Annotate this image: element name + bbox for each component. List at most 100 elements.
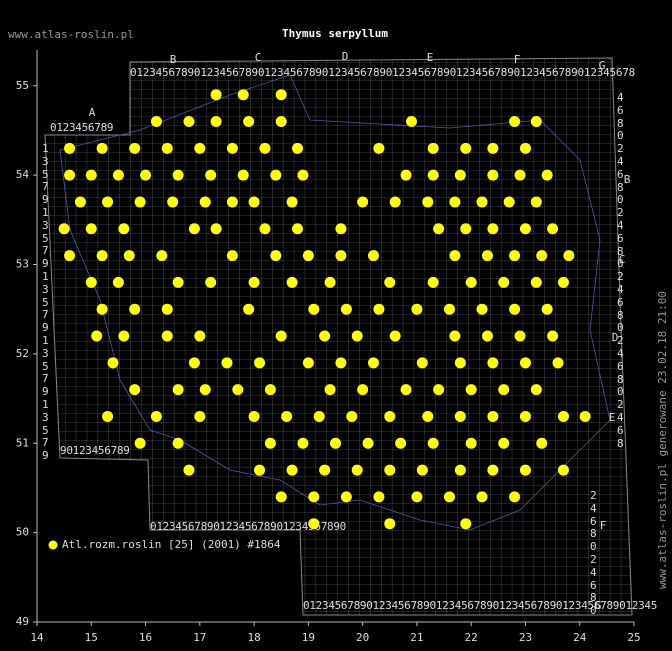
- x-tick-label: 18: [247, 631, 260, 644]
- occurrence-dot: [194, 142, 206, 154]
- occurrence-dot: [319, 330, 331, 342]
- occurrence-dot: [237, 89, 249, 101]
- occurrence-dot: [129, 384, 141, 396]
- occurrence-dot: [150, 410, 162, 422]
- occurrence-dot: [259, 223, 271, 235]
- occurrence-dot: [129, 142, 141, 154]
- occurrence-dot: [384, 410, 396, 422]
- occurrence-dot: [85, 223, 97, 235]
- occurrence-dot: [237, 169, 249, 181]
- occurrence-dot: [134, 196, 146, 208]
- x-tick-label: 17: [193, 631, 206, 644]
- occurrence-dot: [275, 330, 287, 342]
- occurrence-dot: [205, 169, 217, 181]
- occurrence-dot: [270, 250, 282, 262]
- occurrence-dot: [210, 223, 222, 235]
- occurrence-dot: [541, 303, 553, 315]
- occurrence-dot: [476, 196, 488, 208]
- occurrence-dot: [395, 437, 407, 449]
- occurrence-dot: [264, 384, 276, 396]
- occurrence-dot: [308, 303, 320, 315]
- occurrence-dot: [536, 437, 548, 449]
- grid-letter: E: [427, 51, 434, 64]
- occurrence-dot: [264, 437, 276, 449]
- occurrence-dot: [373, 491, 385, 503]
- occurrence-dot: [367, 357, 379, 369]
- occurrence-dot: [129, 303, 141, 315]
- y-tick-label: 55: [16, 79, 29, 92]
- occurrence-dot: [248, 196, 260, 208]
- occurrence-dot: [286, 196, 298, 208]
- occurrence-dot: [64, 169, 76, 181]
- occurrence-dot: [541, 169, 553, 181]
- grid-digits: 0123456789012345678901234567890123456789…: [303, 599, 657, 612]
- legend-label: Atl.rozm.roslin [25] (2001) #1864: [62, 538, 281, 551]
- occurrence-dot: [503, 196, 515, 208]
- occurrence-dot: [460, 142, 472, 154]
- occurrence-dot: [161, 303, 173, 315]
- occurrence-dot: [514, 330, 526, 342]
- occurrence-dot: [487, 410, 499, 422]
- occurrence-dot: [498, 384, 510, 396]
- occurrence-dot: [270, 169, 282, 181]
- occurrence-dot: [58, 223, 70, 235]
- occurrence-dot: [194, 410, 206, 422]
- occurrence-dot: [509, 250, 521, 262]
- occurrence-dot: [118, 330, 130, 342]
- occurrence-dot: [487, 464, 499, 476]
- occurrence-dot: [281, 410, 293, 422]
- occurrence-dot: [210, 89, 222, 101]
- occurrence-dot: [433, 223, 445, 235]
- occurrence-dot: [64, 142, 76, 154]
- occurrence-dot: [188, 223, 200, 235]
- occurrence-dot: [351, 464, 363, 476]
- occurrence-dot: [340, 491, 352, 503]
- grid-digits-column: 1357913579135791357913579: [42, 142, 49, 463]
- grid-letter: E: [609, 411, 616, 424]
- occurrence-dot: [172, 169, 184, 181]
- occurrence-dot: [373, 303, 385, 315]
- x-tick-label: 24: [573, 631, 587, 644]
- occurrence-dot: [460, 518, 472, 530]
- occurrence-dot: [248, 276, 260, 288]
- occurrence-dot: [384, 464, 396, 476]
- x-tick-label: 20: [356, 631, 369, 644]
- occurrence-dot: [232, 384, 244, 396]
- occurrence-dot: [161, 142, 173, 154]
- occurrence-dot: [286, 276, 298, 288]
- occurrence-dot: [443, 491, 455, 503]
- occurrence-dot: [509, 491, 521, 503]
- occurrence-dot: [449, 330, 461, 342]
- x-tick-label: 21: [410, 631, 423, 644]
- occurrence-dot: [384, 518, 396, 530]
- chart-title: Thymus serpyllum: [282, 27, 388, 40]
- occurrence-dot: [112, 169, 124, 181]
- occurrence-dot: [563, 250, 575, 262]
- occurrence-dot: [340, 303, 352, 315]
- occurrence-dot: [427, 276, 439, 288]
- occurrence-dot: [324, 276, 336, 288]
- grid-digits-column: 2468024680: [590, 489, 597, 618]
- map-grid: [44, 57, 633, 616]
- occurrence-dot: [205, 276, 217, 288]
- occurrence-dot: [465, 384, 477, 396]
- y-tick-label: 50: [16, 526, 29, 539]
- occurrence-dot: [411, 491, 423, 503]
- occurrence-dot: [536, 250, 548, 262]
- occurrence-dot: [107, 357, 119, 369]
- grid-letter: G: [599, 59, 606, 72]
- occurrence-dot: [199, 384, 211, 396]
- occurrence-dot: [292, 142, 304, 154]
- occurrence-dot: [297, 169, 309, 181]
- occurrence-dot: [292, 223, 304, 235]
- occurrence-dot: [519, 357, 531, 369]
- occurrence-dot: [335, 223, 347, 235]
- grid-letter: A: [89, 106, 96, 119]
- grid-letter: D: [342, 50, 349, 63]
- occurrence-dot: [519, 142, 531, 154]
- grid-digits: 0123456789012345678901234567890: [150, 520, 346, 533]
- occurrence-dot: [275, 491, 287, 503]
- occurrence-dot: [449, 196, 461, 208]
